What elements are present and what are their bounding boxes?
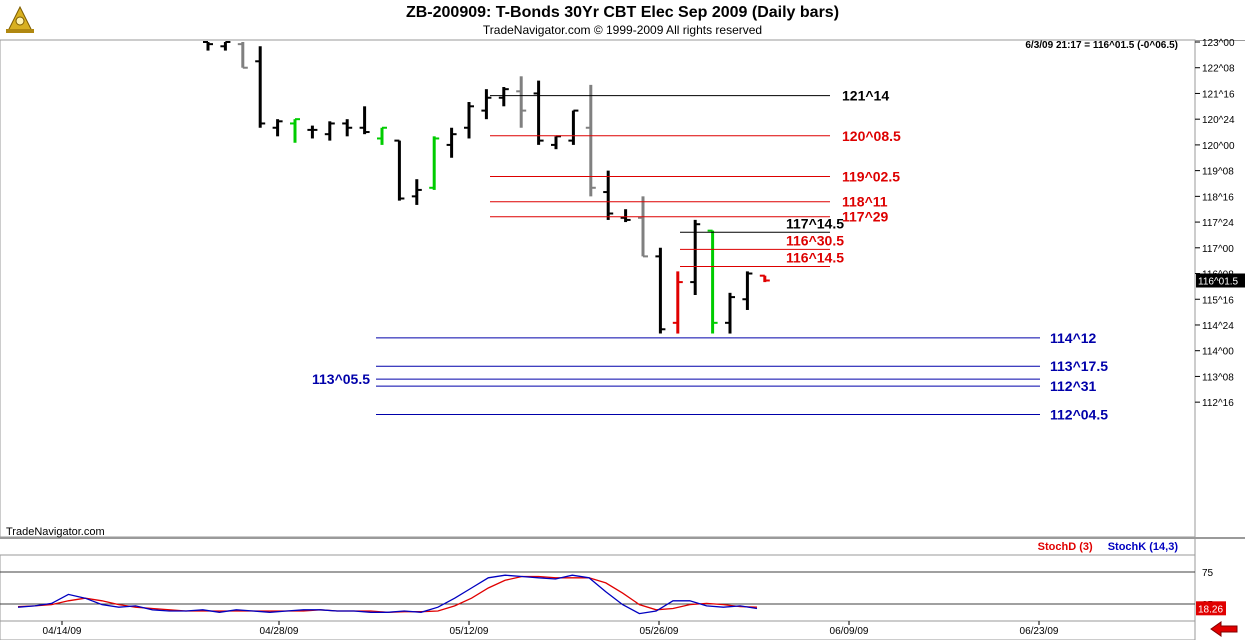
y-tick-label: 120^24 — [1202, 115, 1235, 126]
y-tick-label: 119^08 — [1202, 167, 1234, 178]
y-tick-label: 115^16 — [1202, 295, 1234, 306]
legend-stochk: StochK (14,3) — [1107, 541, 1178, 553]
level-label: 116^30.5 — [786, 232, 844, 248]
stochk-line — [17, 574, 758, 615]
y-tick-label: 114^24 — [1202, 321, 1234, 332]
level-label: 121^14 — [842, 88, 889, 104]
price-bar — [638, 196, 648, 258]
x-tick-label: 06/09/09 — [830, 626, 869, 637]
y-tick-label: 117^24 — [1202, 218, 1234, 229]
x-tick-label: 04/28/09 — [260, 626, 299, 637]
price-bar — [585, 84, 596, 197]
price-bar — [551, 135, 561, 150]
price-bar — [481, 89, 492, 120]
chart-title: ZB-200909: T-Bonds 30Yr CBT Elec Sep 200… — [405, 4, 840, 21]
level-label: 119^02.5 — [842, 169, 900, 185]
price-bar — [568, 109, 579, 145]
price-panel — [0, 39, 1196, 538]
x-tick-label: 06/23/09 — [1020, 626, 1059, 637]
legend-stochd: StochD (3) — [1037, 541, 1093, 553]
sextant-logo-icon[interactable] — [4, 3, 36, 35]
price-bar — [411, 179, 422, 205]
price-bar — [464, 102, 474, 139]
level-label: 120^08.5 — [842, 128, 901, 144]
stoch-axis-label: 75 — [1202, 568, 1214, 579]
level-label: 118^11 — [842, 194, 888, 210]
price-bar — [655, 247, 666, 334]
price-bar — [603, 170, 614, 220]
level-label: 112^31 — [1050, 378, 1097, 394]
level-label: 114^12 — [1050, 330, 1097, 346]
chart-header: ZB-200909: T-Bonds 30Yr CBT Elec Sep 200… — [0, 0, 1245, 41]
x-axis-strip — [0, 620, 1196, 640]
y-tick-label: 120^00 — [1202, 141, 1235, 152]
y-tick-label: 117^00 — [1202, 244, 1234, 255]
price-bar — [742, 271, 753, 310]
level-label: 117^29 — [842, 209, 889, 225]
price-bar — [672, 271, 683, 334]
y-tick-label: 121^16 — [1202, 89, 1235, 100]
watermark: TradeNavigator.com — [6, 526, 105, 538]
price-bar — [446, 127, 457, 158]
price-bar — [324, 121, 335, 141]
level-label: 117^14.5 — [786, 215, 844, 231]
price-bar — [725, 292, 735, 334]
price-bar — [203, 41, 213, 51]
left-arrow-icon[interactable] — [1209, 621, 1239, 637]
price-bar — [498, 87, 509, 107]
price-bar — [220, 41, 231, 51]
price-bar — [516, 76, 527, 128]
level-label: 112^04.5 — [1050, 406, 1108, 422]
price-bar — [237, 42, 248, 69]
price-bar — [359, 106, 370, 135]
price-bar — [255, 46, 266, 128]
price-bar — [290, 118, 300, 143]
stoch-value-label: 18.26 — [1198, 604, 1223, 615]
y-tick-label: 122^08 — [1202, 64, 1235, 75]
y-tick-label: 113^08 — [1202, 372, 1234, 383]
y-tick-label: 118^16 — [1202, 192, 1234, 203]
x-tick-label: 04/14/09 — [43, 626, 82, 637]
status-readout: 6/3/09 21:17 = 116^01.5 (-0^06.5) — [1025, 40, 1178, 51]
level-label: 113^17.5 — [1050, 358, 1108, 374]
y-tick-label: 123^00 — [1202, 38, 1235, 49]
y-tick-label: 114^00 — [1202, 347, 1234, 358]
price-bar — [707, 229, 718, 334]
chart-subtitle: TradeNavigator.com © 1999-2009 All right… — [482, 23, 763, 37]
indicator-legend: StochD (3) StochK (14,3) — [1026, 541, 1178, 553]
x-tick-label: 05/26/09 — [640, 626, 679, 637]
level-label: 116^14.5 — [786, 250, 844, 266]
price-bar — [533, 80, 544, 145]
x-tick-label: 05/12/09 — [450, 626, 489, 637]
price-bar — [342, 119, 353, 137]
price-bar — [429, 136, 440, 190]
price-bar — [620, 209, 631, 223]
level-label: 113^05.5 — [312, 371, 370, 387]
stoch-value-box — [1196, 601, 1226, 616]
price-bar — [759, 274, 770, 283]
y-tick-label: 112^16 — [1202, 398, 1234, 409]
current-price-box — [1196, 273, 1245, 288]
price-bar — [307, 125, 318, 139]
price-bar — [272, 119, 283, 137]
price-bar — [377, 126, 387, 145]
current-price-label: 116^01.5 — [1198, 276, 1239, 287]
price-bar — [394, 139, 405, 201]
